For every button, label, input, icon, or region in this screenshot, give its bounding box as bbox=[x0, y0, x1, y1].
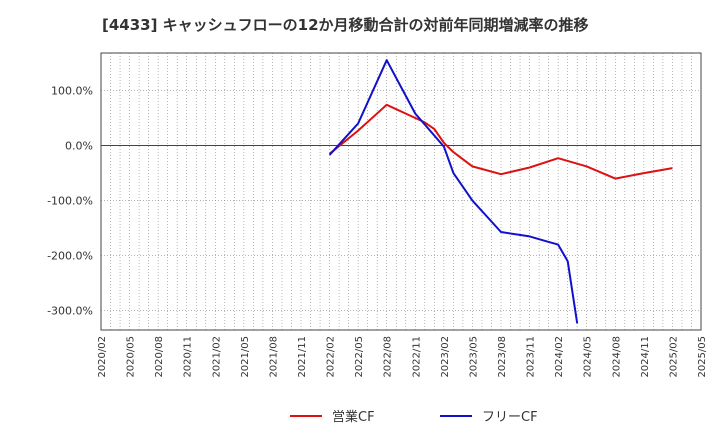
grid bbox=[101, 53, 701, 330]
x-axis: 2020/02 2020/05 2020/08 2020/11 2021/02 2021/… bbox=[97, 336, 708, 378]
y-tick-label: 100.0% bbox=[51, 84, 93, 97]
x-tick-label: 2020/11 bbox=[183, 336, 194, 378]
series-layer bbox=[328, 59, 673, 324]
x-tick-label: 2020/02 bbox=[97, 336, 108, 378]
y-tick-label: 0.0% bbox=[65, 140, 93, 153]
x-tick-label: 2025/05 bbox=[697, 336, 708, 378]
x-tick-label: 2020/05 bbox=[126, 336, 137, 378]
series-line-2 bbox=[328, 59, 579, 324]
x-tick-label: 2021/05 bbox=[240, 336, 251, 378]
x-tick-label: 2023/02 bbox=[440, 336, 451, 378]
x-tick-label: 2024/08 bbox=[611, 336, 622, 378]
x-tick-label: 2022/08 bbox=[383, 336, 394, 378]
plot-frame bbox=[100, 52, 702, 331]
series-line-1 bbox=[328, 103, 673, 180]
x-tick-label: 2024/05 bbox=[583, 336, 594, 378]
legend-label: 営業CF bbox=[332, 409, 375, 425]
x-tick-label: 2022/02 bbox=[326, 336, 337, 378]
y-axis: 100.0% 0.0% -100.0% -200.0% -300.0% bbox=[47, 84, 93, 317]
legend-label: フリーCF bbox=[482, 410, 538, 425]
y-tick-label: -200.0% bbox=[47, 250, 93, 263]
x-tick-label: 2023/11 bbox=[526, 336, 537, 378]
y-tick-label: -300.0% bbox=[47, 305, 93, 318]
x-tick-label: 2022/11 bbox=[411, 336, 422, 378]
x-tick-label: 2025/02 bbox=[668, 336, 679, 378]
legend: 営業CF フリーCF bbox=[290, 409, 538, 425]
x-tick-label: 2020/08 bbox=[154, 336, 165, 378]
chart-title: [4433] キャッシュフローの12か月移動合計の対前年同期増減率の推移 bbox=[102, 16, 589, 34]
x-tick-label: 2021/08 bbox=[268, 336, 279, 378]
x-tick-label: 2021/11 bbox=[297, 336, 308, 378]
x-tick-label: 2023/08 bbox=[497, 336, 508, 378]
x-tick-label: 2024/11 bbox=[640, 336, 651, 378]
x-tick-label: 2022/05 bbox=[354, 336, 365, 378]
y-tick-label: -100.0% bbox=[47, 195, 93, 208]
x-tick-label: 2024/02 bbox=[554, 336, 565, 378]
x-tick-label: 2021/02 bbox=[211, 336, 222, 378]
x-tick-label: 2023/05 bbox=[468, 336, 479, 378]
